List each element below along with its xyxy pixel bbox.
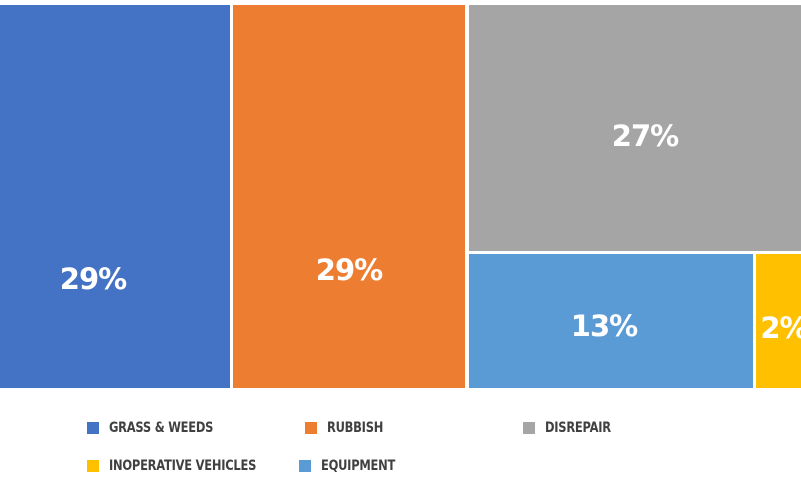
tile-equipment: [469, 254, 753, 388]
legend-label-grass-weeds: GRASS & WEEDS: [109, 420, 214, 436]
legend-item-disrepair: DISREPAIR: [523, 417, 625, 439]
tile-label-inoperative-vehicles: 2%: [760, 311, 801, 345]
tile-label-equipment: 13%: [571, 309, 638, 343]
tile-grass-weeds: [0, 5, 230, 388]
legend-label-equipment: EQUIPMENT: [321, 458, 396, 474]
legend-label-inoperative-vehicles: INOPERATIVE VEHICLES: [109, 458, 257, 474]
chart-legend: GRASS & WEEDS RUBBISH DISREPAIR INOPERAT…: [87, 410, 787, 478]
legend-label-disrepair: DISREPAIR: [545, 420, 611, 436]
tile-disrepair: [469, 5, 801, 251]
tile-label-disrepair: 27%: [612, 119, 679, 153]
tile-label-grass-weeds: 29%: [60, 262, 127, 296]
legend-label-rubbish: RUBBISH: [327, 420, 384, 436]
legend-item-rubbish: RUBBISH: [305, 417, 395, 439]
treemap-tiles: 29% 29% 27% 13% 2%: [0, 5, 801, 388]
legend-swatch-equipment: [299, 460, 311, 472]
tile-rubbish: [233, 5, 465, 388]
legend-swatch-disrepair: [523, 422, 535, 434]
legend-item-grass-weeds: GRASS & WEEDS: [87, 417, 236, 439]
legend-swatch-rubbish: [305, 422, 317, 434]
legend-item-equipment: EQUIPMENT: [299, 455, 411, 477]
tile-inoperative-vehicles: [756, 254, 801, 388]
legend-item-inoperative-vehicles: INOPERATIVE VEHICLES: [87, 455, 288, 477]
legend-swatch-grass-weeds: [87, 422, 99, 434]
legend-swatch-inoperative-vehicles: [87, 460, 99, 472]
tile-label-rubbish: 29%: [316, 253, 383, 287]
treemap-chart: 29% 29% 27% 13% 2%: [0, 5, 801, 388]
